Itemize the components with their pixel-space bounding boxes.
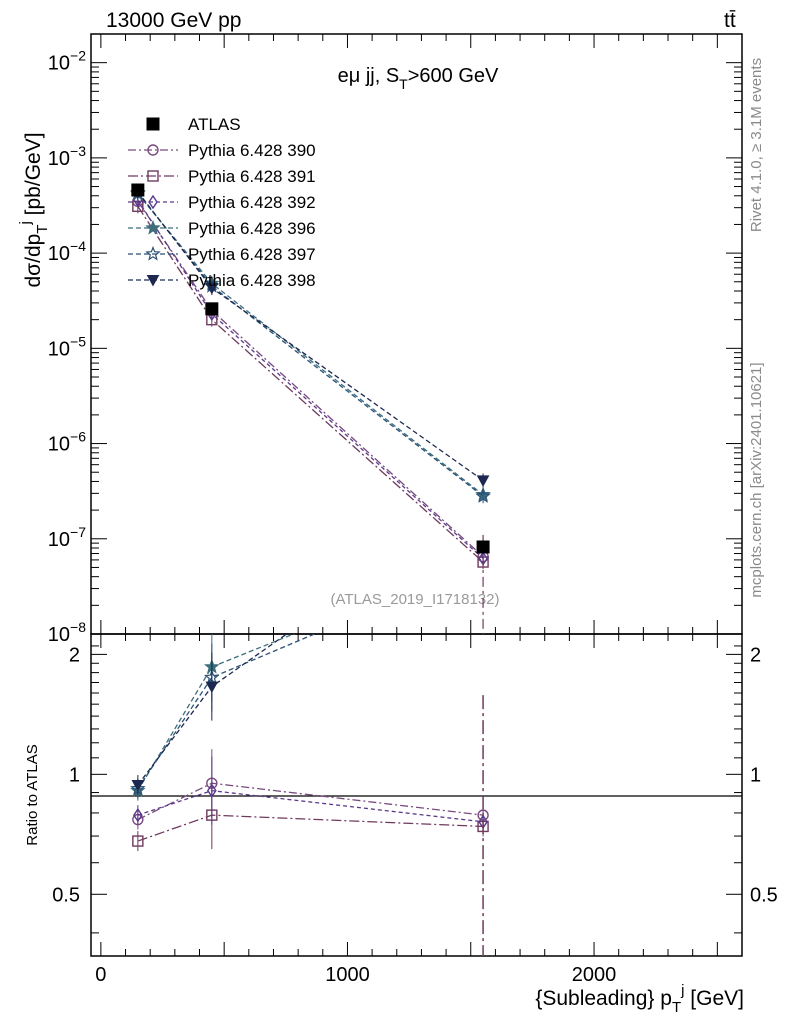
series-line-4 — [137, 193, 484, 496]
legend-marker-5 — [145, 245, 161, 261]
legend-label-1: Pythia 6.428 390 — [188, 141, 316, 160]
ratio-line-6 — [137, 634, 288, 786]
ratio-tick-label: 2 — [69, 644, 80, 666]
legend-label-6: Pythia 6.428 398 — [188, 271, 316, 290]
ratio-tick-label: 1 — [69, 764, 80, 786]
x-axis-label: {Subleading} pTj [GeV] — [535, 982, 744, 1016]
legend-marker-2 — [147, 170, 159, 182]
axis-ticks — [91, 33, 742, 956]
legend-marker-atlas — [146, 117, 160, 131]
ratio-series-layer — [130, 634, 489, 956]
legend-marker-6 — [146, 275, 160, 287]
y-tick-label: 10−7 — [48, 524, 86, 551]
ratio-y-axis-label: Ratio to ATLAS — [24, 744, 41, 845]
x-tick-label: 0 — [95, 964, 106, 986]
legend-label-5: Pythia 6.428 397 — [188, 245, 316, 264]
series-line-5 — [137, 192, 484, 497]
legend-marker-4 — [145, 219, 161, 235]
legend-label-3: Pythia 6.428 392 — [188, 193, 316, 212]
y-tick-label: 10−4 — [48, 238, 86, 265]
data-point — [476, 540, 490, 554]
ratio-point-6 — [131, 780, 145, 792]
data-point — [131, 183, 145, 197]
process-label: tt̄ — [724, 9, 736, 32]
ratio-tick-label-right: 2 — [750, 644, 761, 666]
analysis-id: (ATLAS_2019_I1718132) — [330, 591, 499, 608]
x-tick-label: 1000 — [325, 964, 370, 986]
legend-label-4: Pythia 6.428 396 — [188, 219, 316, 238]
y-tick-label: 10−5 — [48, 333, 86, 360]
ratio-tick-label-right: 1 — [750, 764, 761, 786]
y-tick-label: 10−2 — [48, 48, 86, 75]
ratio-plot-frame — [90, 633, 743, 957]
ratio-point-3 — [206, 783, 217, 798]
ratio-tick-label-right: 0.5 — [750, 884, 778, 906]
ratio-line-2 — [137, 814, 484, 842]
series-point-6 — [476, 475, 490, 487]
mcplots-label: mcplots.cern.ch [arXiv:2401.10621] — [748, 362, 765, 597]
legend-marker-3 — [148, 194, 158, 210]
ratio-point-6 — [205, 681, 219, 694]
y-axis-label: dσ/dpTj [pb/GeV] — [17, 132, 51, 287]
ratio-point-2 — [132, 835, 144, 847]
rivet-version-label: Rivet 4.1.0, ≥ 3.1M events — [748, 58, 765, 232]
legend-marker-1 — [147, 144, 159, 156]
y-tick-label: 10−3 — [48, 143, 86, 170]
legend-label-atlas: ATLAS — [188, 115, 241, 134]
legend: ATLAS Pythia 6.428 390 Pythia 6.428 391 Pyt… — [128, 115, 316, 290]
axis-tick-labels: 0 1000 2000 10−8 10−7 10−6 10−5 10−4 10−3 10−2 0.5… — [48, 48, 778, 986]
ratio-tick-label: 0.5 — [52, 884, 80, 906]
ratio-point-3 — [133, 807, 143, 823]
energy-label: 13000 GeV pp — [106, 9, 241, 32]
series-point-6 — [205, 283, 219, 295]
y-tick-label: 10−8 — [48, 619, 86, 646]
main-series-layer — [130, 183, 491, 634]
series-point-5 — [475, 488, 491, 503]
x-tick-label: 2000 — [572, 964, 617, 986]
y-tick-label: 10−6 — [48, 429, 86, 456]
chart-title: eμ jj, ST>600 GeV — [338, 65, 499, 92]
data-point — [205, 302, 219, 316]
legend-label-2: Pythia 6.428 391 — [188, 167, 316, 186]
